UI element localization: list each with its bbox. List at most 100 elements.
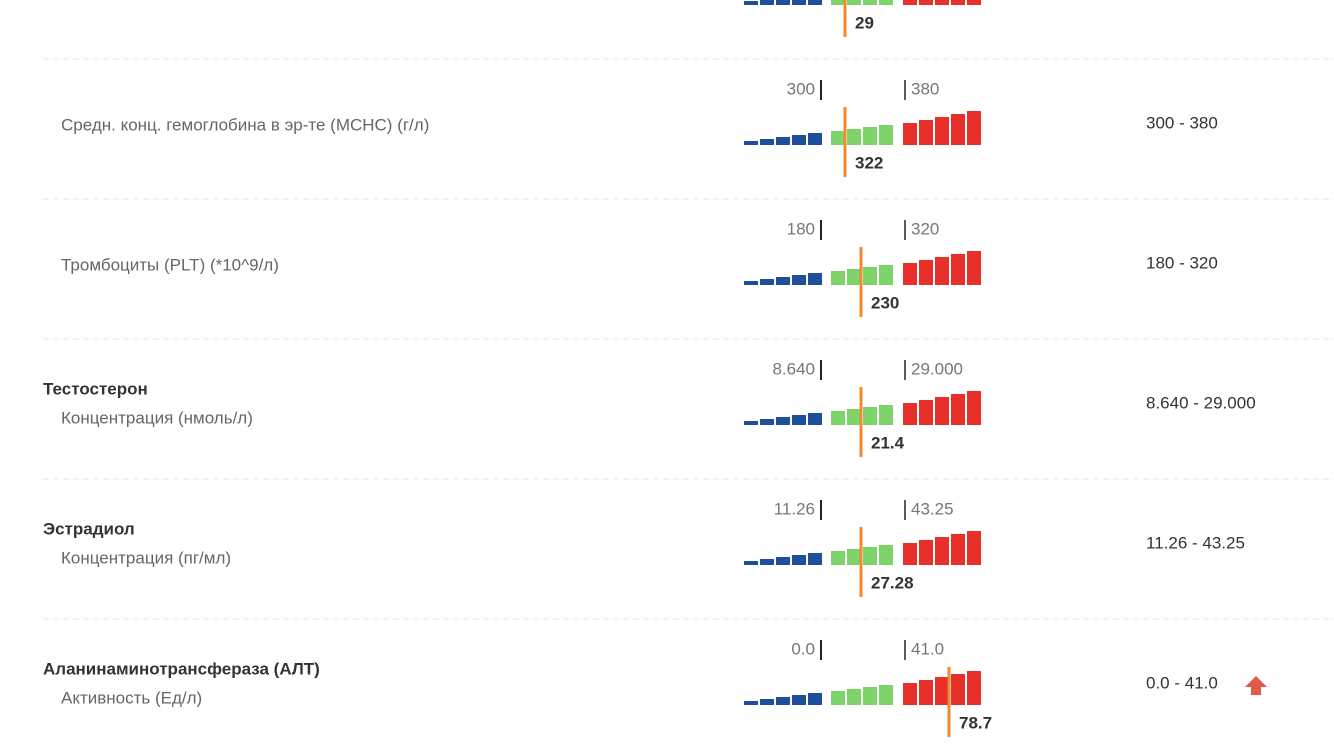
result-value: 29	[855, 13, 874, 32]
scale-block	[760, 419, 774, 425]
scale-block	[744, 561, 758, 565]
scale-block	[776, 417, 790, 425]
low-limit: 8.640	[772, 359, 815, 378]
scale-block	[951, 674, 965, 705]
scale-block	[808, 0, 822, 5]
high-limit: 29.000	[911, 359, 963, 378]
scale-block	[776, 557, 790, 565]
scale-block	[863, 0, 877, 5]
scale-block	[776, 137, 790, 145]
scale-block	[760, 0, 774, 5]
scale-block	[919, 540, 933, 565]
test-name: Концентрация (нмоль/л)	[61, 408, 253, 427]
scale-block	[879, 545, 893, 565]
low-limit: 0.0	[791, 639, 815, 658]
scale-block	[776, 697, 790, 705]
high-limit: 380	[911, 79, 939, 98]
scale-block	[967, 0, 981, 5]
test-name: Активность (Ед/л)	[61, 688, 202, 707]
scale-block	[863, 127, 877, 145]
high-limit: 320	[911, 219, 939, 238]
scale-block	[847, 409, 861, 425]
scale-block	[847, 549, 861, 565]
scale-block	[792, 275, 806, 285]
scale-block	[808, 553, 822, 565]
scale-block	[776, 277, 790, 285]
scale-block	[951, 394, 965, 425]
scale-block	[792, 135, 806, 145]
test-group: Эстрадиол	[43, 519, 135, 538]
scale-block	[903, 683, 917, 705]
scale-block	[744, 141, 758, 145]
scale-block	[808, 693, 822, 705]
scale-block	[744, 701, 758, 705]
scale-block	[847, 269, 861, 285]
scale-block	[831, 411, 845, 425]
scale-block	[951, 0, 965, 5]
scale-block	[808, 133, 822, 145]
low-limit: 300	[787, 79, 815, 98]
reference-range: 0.0 - 41.0	[1146, 673, 1218, 692]
scale-block	[879, 265, 893, 285]
scale-block	[967, 111, 981, 145]
scale-block	[792, 415, 806, 425]
scale-block	[879, 125, 893, 145]
high-limit: 43.25	[911, 499, 954, 518]
scale-block	[951, 114, 965, 145]
scale-block	[847, 689, 861, 705]
reference-range: 300 - 380	[1146, 113, 1218, 132]
scale-block	[967, 251, 981, 285]
scale-block	[903, 543, 917, 565]
scale-block	[935, 537, 949, 565]
result-value: 21.4	[871, 433, 905, 452]
test-name: Концентрация (пг/мл)	[61, 548, 231, 567]
reference-range: 180 - 320	[1146, 253, 1218, 272]
scale-block	[919, 260, 933, 285]
scale-block	[744, 1, 758, 5]
scale-block	[967, 391, 981, 425]
scale-block	[935, 397, 949, 425]
scale-block	[792, 695, 806, 705]
scale-block	[831, 551, 845, 565]
scale-block	[831, 131, 845, 145]
scale-block	[919, 400, 933, 425]
scale-block	[951, 534, 965, 565]
scale-block	[935, 677, 949, 705]
test-name: Средн. конц. гемоглобина в эр-те (MCHC) …	[61, 115, 429, 134]
scale-block	[808, 413, 822, 425]
scale-block	[935, 117, 949, 145]
scale-block	[744, 421, 758, 425]
scale-block	[919, 0, 933, 5]
scale-block	[863, 547, 877, 565]
scale-block	[919, 120, 933, 145]
result-value: 78.7	[959, 713, 992, 732]
scale-block	[847, 0, 861, 5]
scale-block	[863, 687, 877, 705]
test-name: Тромбоциты (PLT) (*10^9/л)	[61, 255, 279, 274]
result-value: 27.28	[871, 573, 914, 592]
scale-block	[903, 123, 917, 145]
scale-block	[760, 699, 774, 705]
scale-block	[808, 273, 822, 285]
scale-block	[760, 559, 774, 565]
scale-block	[776, 0, 790, 5]
test-group: Аланинаминотрансфераза (АЛТ)	[43, 659, 320, 678]
scale-block	[760, 279, 774, 285]
scale-block	[879, 405, 893, 425]
result-value: 322	[855, 153, 883, 172]
scale-block	[951, 254, 965, 285]
test-group: Тестостерон	[43, 379, 148, 398]
scale-block	[792, 0, 806, 5]
scale-block	[744, 281, 758, 285]
scale-block	[919, 680, 933, 705]
high-limit: 41.0	[911, 639, 944, 658]
scale-block	[831, 0, 845, 5]
scale-block	[903, 263, 917, 285]
result-value: 230	[871, 293, 899, 312]
scale-block	[935, 0, 949, 5]
high-flag-arrow	[1245, 676, 1267, 695]
scale-block	[879, 0, 893, 5]
scale-block	[935, 257, 949, 285]
low-limit: 180	[787, 219, 815, 238]
